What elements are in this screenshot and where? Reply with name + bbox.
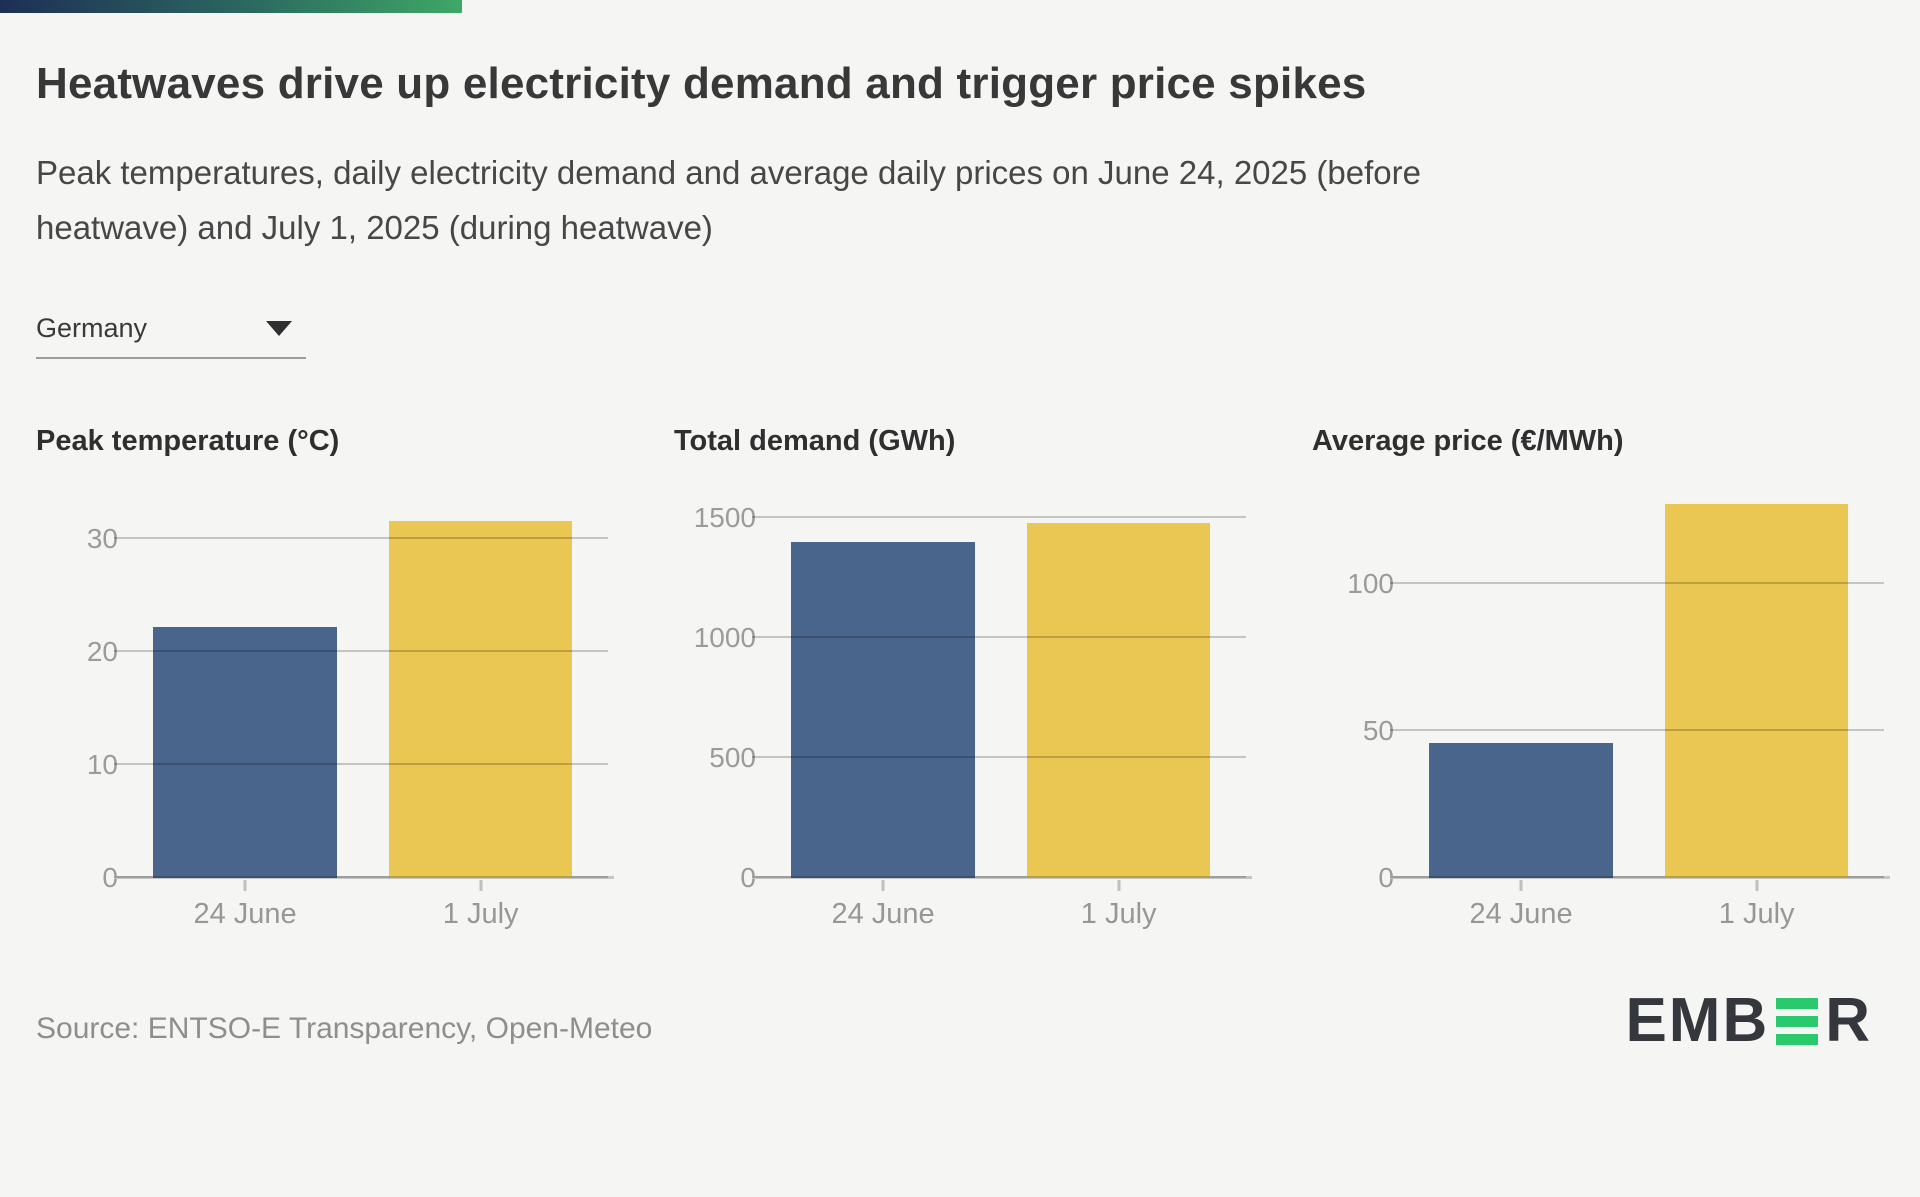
y-tick-label: 50 [1362,714,1394,746]
source-note: Source: ENTSO-E Transparency, Open-Meteo [36,1012,653,1045]
x-tick [243,880,247,891]
gridline [752,876,1246,878]
bar-24-june [153,627,337,878]
x-tick-label: 24 June [193,898,297,930]
x-tick-label: 1 July [1718,898,1795,930]
content: Heatwaves drive up electricity demand an… [36,59,1890,1052]
y-tick-label: 20 [86,635,118,667]
bar-1-july [1027,522,1211,878]
logo-e-bars-icon [1776,997,1819,1045]
gridline [1390,728,1884,731]
bar-1-july [1665,504,1849,878]
y-tick-label: 10 [86,748,118,780]
y-axis: 0 500 1000 1500 [674,488,770,893]
page-subtitle: Peak temperatures, daily electricity dem… [36,154,1421,246]
bar-1-july [389,520,573,878]
x-axis-labels: 24 June 1 July [1408,898,1884,956]
chart-title: Total demand (GWh) [674,425,956,457]
logo-text-r: R [1825,986,1872,1055]
gridline [1390,876,1884,878]
x-axis-line [752,876,1252,879]
gridline [114,876,608,878]
x-tick [1117,880,1121,891]
logo-green-bar [1776,1015,1819,1027]
chart-peak-temperature: Peak temperature (°C) 0 10 20 30 24 June 1 J… [36,425,614,956]
footer: Source: ENTSO-E Transparency, Open-Meteo… [36,990,1884,1052]
x-tick [1519,880,1523,891]
x-axis-labels: 24 June 1 July [770,898,1246,956]
chart-total-demand: Total demand (GWh) 0 500 1000 1500 24 June 1… [674,425,1252,956]
x-axis-line [114,876,614,879]
logo-green-bar [1776,997,1819,1009]
bar-24-june [1429,742,1613,878]
gridline [1390,581,1884,584]
y-axis: 0 10 20 30 [36,488,132,893]
logo-green-bar [1776,1033,1819,1045]
x-tick-label: 1 July [442,898,519,930]
gridline [752,636,1246,638]
gridline [752,756,1246,758]
x-tick [881,880,885,891]
gridline [114,536,608,539]
bar-24-june [791,542,975,878]
country-dropdown-value: Germany [36,313,148,343]
x-tick-label: 24 June [1469,898,1573,930]
gridline [752,516,1246,518]
x-tick [1755,880,1759,891]
y-tick-label: 0 [740,862,756,893]
page-title: Heatwaves drive up electricity demand an… [36,59,1367,108]
ember-logo: EMB R [1625,990,1872,1052]
x-tick-label: 24 June [831,898,935,930]
chevron-down-icon [266,321,292,336]
y-tick-label: 1500 [693,502,756,533]
y-tick-label: 0 [1378,862,1394,893]
y-axis: 0 50 100 [1312,488,1408,893]
chart-average-price: Average price (€/MWh) 0 50 100 24 June 1 Ju… [1312,425,1890,956]
logo-text-emb: EMB [1625,986,1770,1055]
y-tick-label: 1000 [693,622,756,653]
x-axis-labels: 24 June 1 July [132,898,608,956]
y-tick-label: 0 [102,862,118,893]
plot-area [114,488,614,891]
plot-area [752,488,1252,891]
x-axis-line [1390,876,1890,879]
y-tick-label: 100 [1347,567,1394,599]
x-tick [479,880,483,891]
x-tick-label: 1 July [1080,898,1157,930]
chart-title: Average price (€/MWh) [1312,425,1624,457]
gridline [114,649,608,652]
gridline [114,762,608,765]
y-tick-label: 500 [709,742,756,773]
plot-area [1390,488,1890,891]
brand-gradient-bar [0,0,462,13]
charts-row: Peak temperature (°C) 0 10 20 30 24 June 1 J… [36,425,1890,956]
y-tick-label: 30 [86,522,118,554]
country-dropdown[interactable]: Germany [36,313,306,359]
chart-title: Peak temperature (°C) [36,425,340,457]
